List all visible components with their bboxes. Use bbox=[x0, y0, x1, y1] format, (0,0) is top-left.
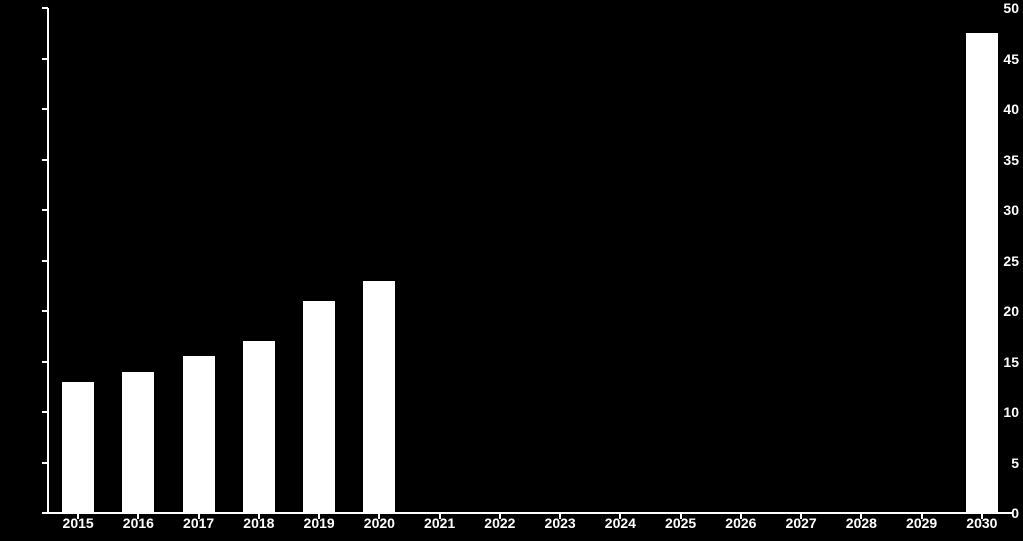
y-tick-label: 40 bbox=[981, 101, 1019, 117]
x-tick-mark bbox=[137, 513, 139, 519]
x-tick-mark bbox=[981, 513, 983, 519]
y-tick-label: 5 bbox=[981, 455, 1019, 471]
x-tick-mark bbox=[740, 513, 742, 519]
y-tick-label: 25 bbox=[981, 253, 1019, 269]
bar-chart: 05101520253035404550 2015201620172018201… bbox=[0, 0, 1023, 541]
x-axis-line bbox=[48, 512, 1012, 514]
bar bbox=[303, 301, 335, 513]
y-tick-label: 50 bbox=[981, 0, 1019, 16]
x-tick-mark bbox=[499, 513, 501, 519]
x-tick-mark bbox=[860, 513, 862, 519]
x-tick-mark bbox=[680, 513, 682, 519]
x-tick-mark bbox=[800, 513, 802, 519]
bar bbox=[122, 372, 154, 513]
y-tick-label: 15 bbox=[981, 354, 1019, 370]
bar bbox=[62, 382, 94, 513]
bar bbox=[363, 281, 395, 513]
bar bbox=[243, 341, 275, 513]
x-tick-mark bbox=[198, 513, 200, 519]
y-tick-label: 20 bbox=[981, 303, 1019, 319]
plot-area bbox=[48, 8, 1012, 513]
y-tick-label: 30 bbox=[981, 202, 1019, 218]
y-axis-line bbox=[47, 8, 49, 513]
x-tick-mark bbox=[559, 513, 561, 519]
x-tick-mark bbox=[921, 513, 923, 519]
bar bbox=[183, 356, 215, 513]
y-tick-label: 45 bbox=[981, 51, 1019, 67]
x-tick-mark bbox=[619, 513, 621, 519]
x-tick-mark bbox=[378, 513, 380, 519]
y-tick-label: 35 bbox=[981, 152, 1019, 168]
x-tick-mark bbox=[258, 513, 260, 519]
x-tick-mark bbox=[318, 513, 320, 519]
x-tick-mark bbox=[77, 513, 79, 519]
x-tick-mark bbox=[439, 513, 441, 519]
y-tick-label: 10 bbox=[981, 404, 1019, 420]
